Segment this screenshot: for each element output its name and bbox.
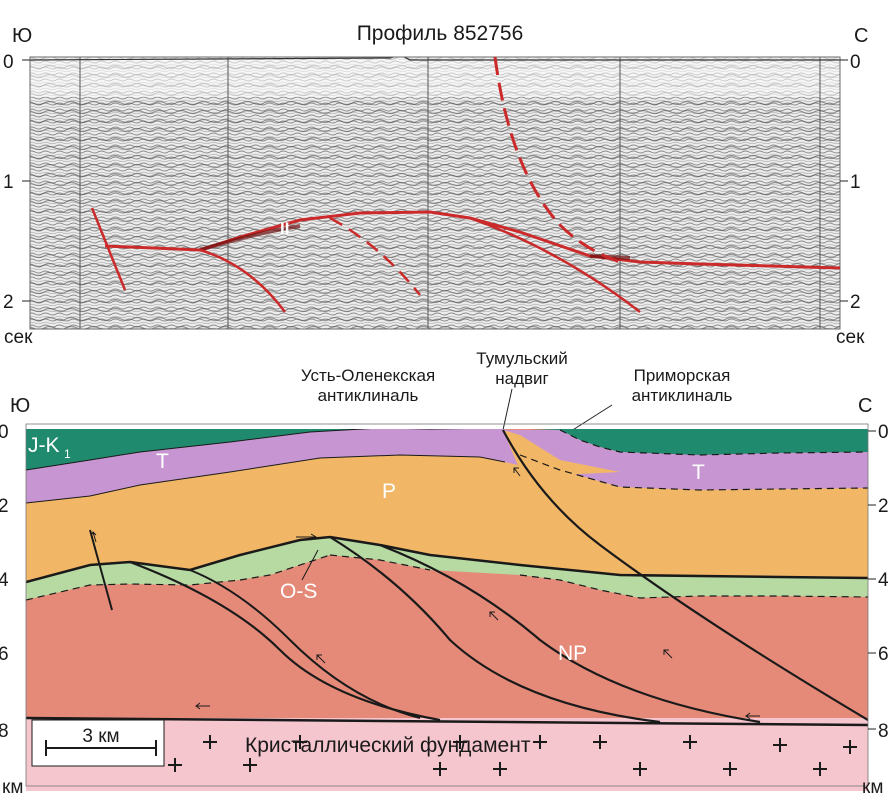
layer-label-basement: Кристаллический фундамент xyxy=(245,734,531,757)
annotation-ust-olenek-1: Усть-Оленекская xyxy=(301,366,435,385)
section-tick-left-0: 0 xyxy=(0,422,9,443)
annotation-ust-olenek-2: антиклиналь xyxy=(318,386,419,405)
scale-bar: 3 км xyxy=(31,719,165,767)
seismic-tick-right-0: 0 xyxy=(850,52,861,73)
seismic-tick-left-0: 0 xyxy=(3,52,14,73)
annotation-tumul-1: Тумульский xyxy=(476,349,567,368)
seismic-tick-right-1: 1 xyxy=(850,172,861,193)
section-left-direction: Ю xyxy=(10,395,30,417)
section-tick-right-0: 0 xyxy=(878,422,889,443)
geologic-section: Усть-Оленекская антиклиналь Тумульский н… xyxy=(0,349,889,796)
section-tick-right-6: 6 xyxy=(878,644,889,665)
layer-jk xyxy=(26,429,868,470)
section-tick-left-6: 6 xyxy=(0,644,9,665)
seismic-left-direction: Ю xyxy=(12,25,32,47)
section-tick-right-4: 4 xyxy=(878,570,889,591)
annotation-primor-1: Приморская xyxy=(634,366,731,385)
layer-basement xyxy=(26,718,868,791)
section-tick-left-8: 8 xyxy=(0,721,9,742)
layer-label-jk-sub: 1 xyxy=(64,447,71,461)
seismic-left-axis: 0 1 2 сек xyxy=(3,52,33,348)
seismic-horizon-label: II xyxy=(280,219,289,238)
section-tick-right-2: 2 xyxy=(878,496,889,517)
section-right-direction: С xyxy=(858,395,872,417)
seismic-tick-left-1: 1 xyxy=(3,172,14,193)
seismic-panel: Профиль 852756 Ю С II xyxy=(3,22,868,348)
seismic-faults xyxy=(90,56,641,313)
seismic-title: Профиль 852756 xyxy=(357,22,524,45)
layer-label-np: NP xyxy=(558,642,587,665)
seismic-tick-right-2: 2 xyxy=(850,292,861,313)
section-unit-right: км xyxy=(862,777,883,796)
section-unit-left: км xyxy=(2,777,23,796)
layer-p xyxy=(26,455,868,582)
annotation-tumul-pointer xyxy=(502,388,513,431)
annotation-primor-2: антиклиналь xyxy=(632,386,733,405)
section-left-axis: 0 2 4 6 8 км xyxy=(0,422,23,796)
layer-label-t-right: T xyxy=(692,461,705,484)
layer-label-os: O-S xyxy=(280,580,317,603)
seismic-image xyxy=(30,57,840,329)
seismic-unit-right: сек xyxy=(836,327,865,348)
section-right-axis: 0 2 4 6 8 км xyxy=(862,422,889,796)
layer-label-t-left: T xyxy=(156,450,169,473)
seismic-right-axis: 0 1 2 сек xyxy=(836,52,865,348)
annotation-tumul-2: надвиг xyxy=(495,369,549,388)
section-tick-right-8: 8 xyxy=(878,721,889,742)
layer-label-p: P xyxy=(382,480,396,503)
scale-bar-label: 3 км xyxy=(82,726,119,747)
layer-os xyxy=(26,537,868,600)
seismic-unit-left: сек xyxy=(4,327,33,348)
layer-label-jk: J-K xyxy=(28,434,60,457)
seismic-tick-left-2: 2 xyxy=(3,292,14,313)
seismic-right-direction: С xyxy=(854,25,868,47)
section-tick-left-2: 2 xyxy=(0,496,9,517)
section-tick-left-4: 4 xyxy=(0,570,9,591)
